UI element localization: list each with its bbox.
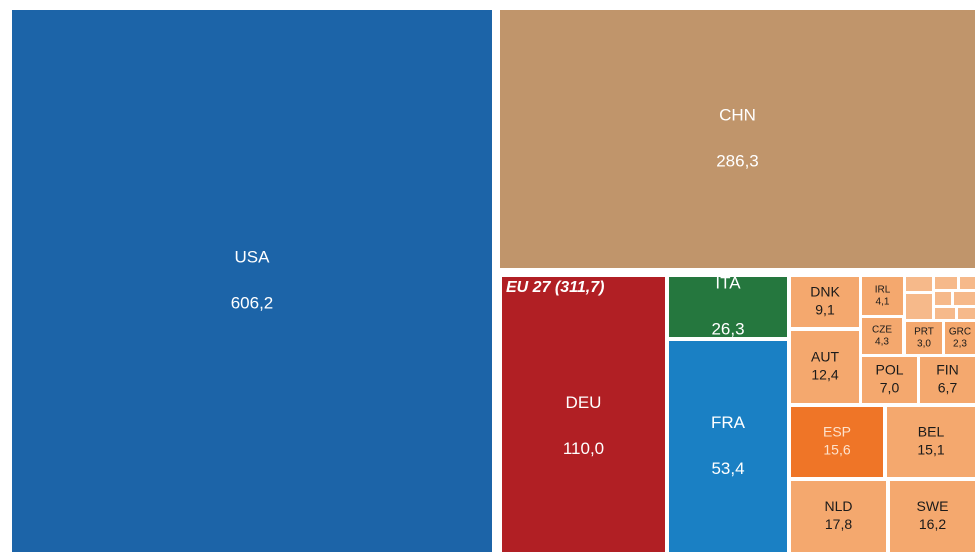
tile <box>935 308 955 319</box>
group-label: EU 27 (311,7) <box>506 279 604 296</box>
tile <box>12 10 492 552</box>
tile-value: 4,1 <box>876 297 890 308</box>
tile <box>906 322 942 354</box>
tile-name: CHN <box>719 105 756 124</box>
tile-name: POL <box>875 362 903 378</box>
tile <box>887 407 975 477</box>
tile <box>890 481 975 552</box>
tile-name: BEL <box>918 424 945 440</box>
tile <box>958 308 975 319</box>
tile-name: ITA <box>715 273 741 292</box>
tile-name: DEU <box>566 393 602 412</box>
tile-name: IRL <box>875 285 891 296</box>
tile-name: NLD <box>824 498 852 514</box>
tile-value: 53,4 <box>711 459 744 478</box>
tile-value: 7,0 <box>880 380 900 396</box>
tile <box>862 318 902 354</box>
tile <box>906 277 932 291</box>
tile-name: ESP <box>823 424 851 440</box>
tile <box>791 331 859 403</box>
tile <box>669 277 787 337</box>
tile <box>945 322 975 354</box>
tile-value: 9,1 <box>815 302 835 318</box>
tile <box>960 277 975 289</box>
tile-value: 2,3 <box>953 339 967 350</box>
tile-value: 4,3 <box>875 337 889 348</box>
tile <box>954 292 975 305</box>
tile-value: 606,2 <box>231 293 274 312</box>
tile-name: DNK <box>810 284 840 300</box>
tile <box>791 481 886 552</box>
tile-name: USA <box>235 247 271 266</box>
tile-value: 15,1 <box>917 442 944 458</box>
tile-value: 12,4 <box>811 367 838 383</box>
tile-value: 17,8 <box>825 516 852 532</box>
tile <box>862 357 917 403</box>
tile-value: 286,3 <box>716 151 759 170</box>
tile <box>935 292 951 305</box>
tile-name: GRC <box>949 327 971 338</box>
tile-name: SWE <box>917 498 949 514</box>
tile <box>920 357 975 403</box>
tile <box>935 277 957 289</box>
tile-value: 110,0 <box>563 439 604 458</box>
tile-value: 26,3 <box>711 319 744 338</box>
tile <box>669 341 787 552</box>
tile-value: 6,7 <box>938 380 958 396</box>
tile <box>791 277 859 327</box>
tile-value: 15,6 <box>823 442 850 458</box>
tile <box>791 407 883 477</box>
tile-name: PRT <box>914 327 934 338</box>
tile <box>502 277 665 552</box>
tile-name: FIN <box>936 362 959 378</box>
tile-value: 16,2 <box>919 516 946 532</box>
tile <box>906 294 932 319</box>
tile <box>862 277 903 315</box>
tile-value: 3,0 <box>917 339 931 350</box>
tile-name: CZE <box>872 325 892 336</box>
tile-name: AUT <box>811 349 839 365</box>
tile-name: FRA <box>711 413 746 432</box>
tile <box>500 10 975 268</box>
